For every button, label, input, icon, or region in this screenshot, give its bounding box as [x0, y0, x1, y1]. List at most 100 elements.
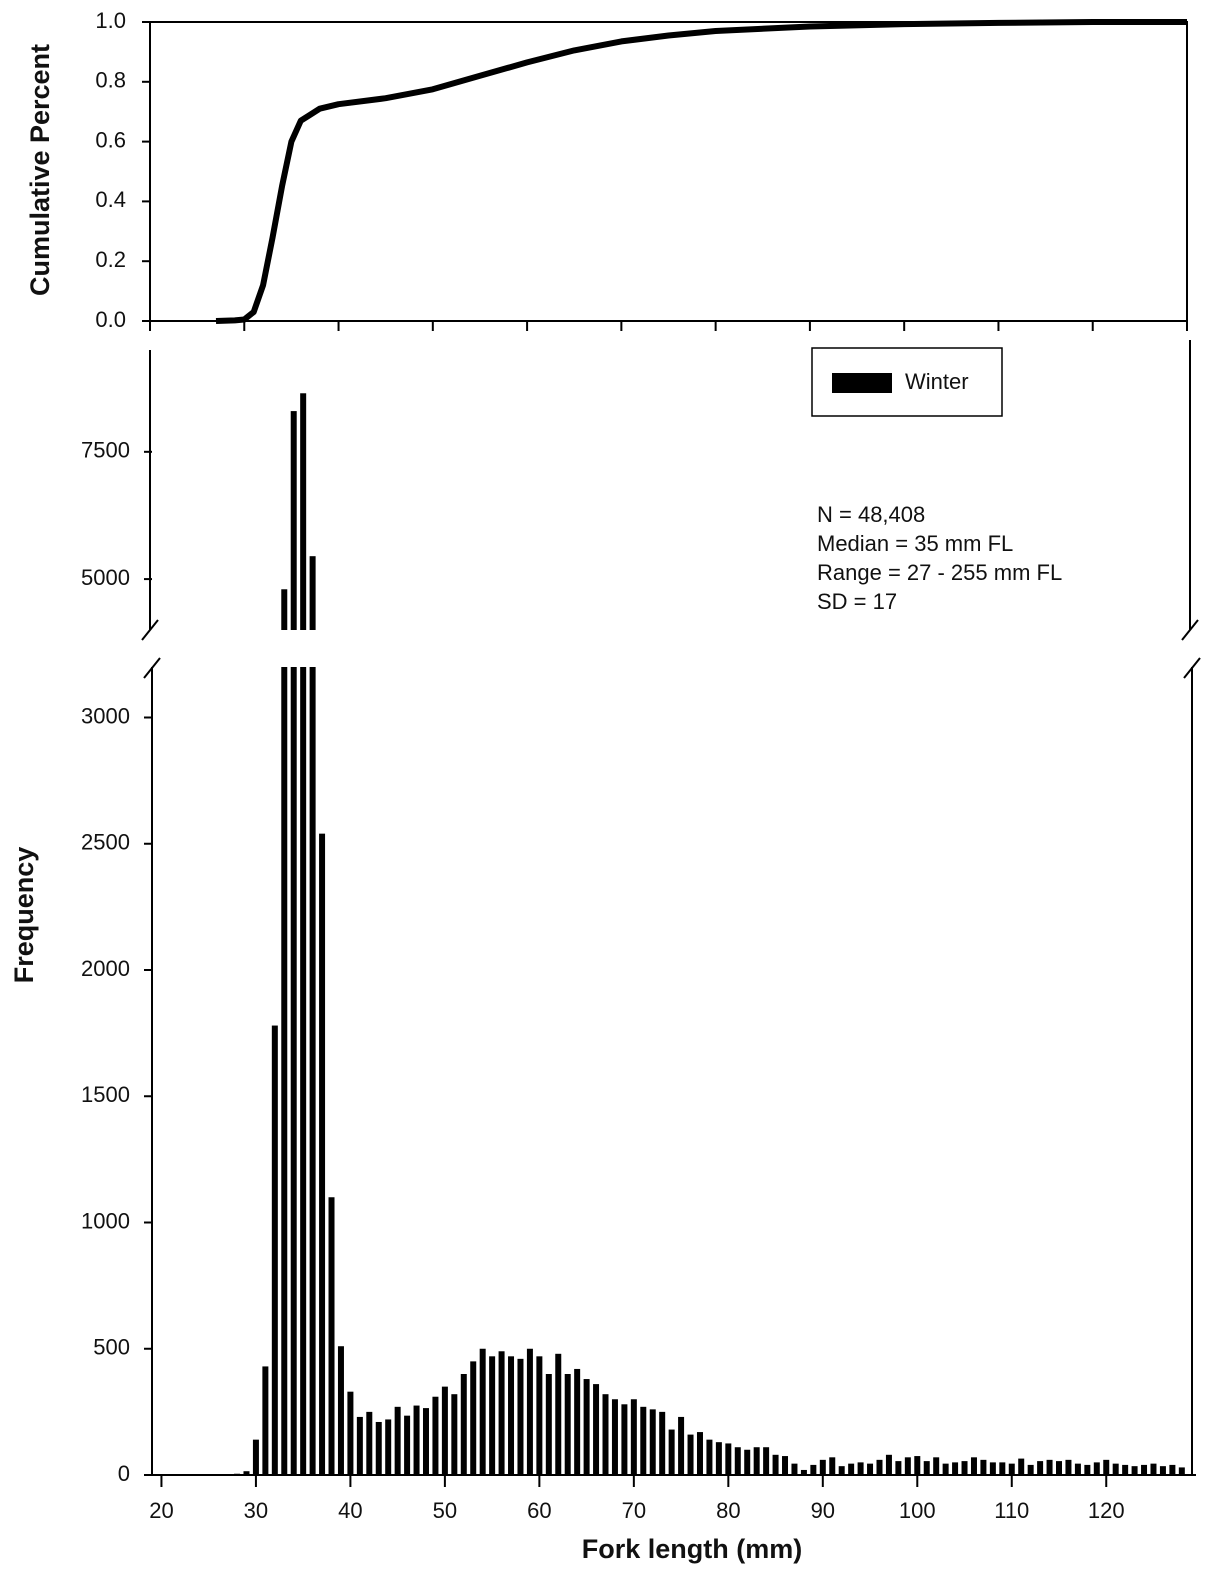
axis-break [141, 619, 159, 641]
bar [753, 1447, 760, 1475]
y-tick-label: 5000 [81, 565, 130, 590]
bar [489, 1356, 496, 1475]
annotation: N = 48,408 [817, 502, 925, 527]
bar [1074, 1463, 1081, 1475]
bar [564, 1374, 571, 1475]
bar [309, 667, 316, 1475]
bar [838, 1466, 845, 1475]
bar [422, 1408, 429, 1475]
y-tick-label: 0.6 [95, 127, 126, 152]
bar [678, 1416, 685, 1475]
bar [649, 1409, 656, 1475]
bar [819, 1459, 826, 1475]
x-tick-label: 100 [899, 1498, 936, 1523]
x-tick-label: 60 [527, 1498, 551, 1523]
bar [1046, 1459, 1053, 1475]
bar [479, 1348, 486, 1475]
bar [583, 1379, 590, 1475]
bar [404, 1415, 411, 1475]
bar [574, 1368, 581, 1475]
bar [347, 1391, 354, 1475]
x-tick-label: 90 [811, 1498, 835, 1523]
x-tick-label: 70 [622, 1498, 646, 1523]
y-tick-label: 0.2 [95, 247, 126, 272]
axis-break [1183, 657, 1201, 679]
bar [715, 1442, 722, 1475]
y-tick-label: 1500 [81, 1082, 130, 1107]
bar [1103, 1459, 1110, 1475]
bar [895, 1461, 902, 1475]
bar [536, 1356, 543, 1475]
bar [659, 1411, 666, 1475]
bar [772, 1454, 779, 1475]
bar [744, 1449, 751, 1475]
bar [867, 1463, 874, 1475]
bar [989, 1462, 996, 1475]
bar [356, 1416, 363, 1475]
bar [224, 1474, 231, 1475]
bar [309, 556, 316, 630]
bar [640, 1406, 647, 1475]
annotation: Median = 35 mm FL [817, 531, 1013, 556]
bar [782, 1456, 789, 1475]
bar [1027, 1464, 1034, 1475]
bar [394, 1406, 401, 1475]
x-tick-label: 80 [716, 1498, 740, 1523]
y-tick-label: 0 [118, 1461, 130, 1486]
bar [1112, 1463, 1119, 1475]
bar [942, 1463, 949, 1475]
bar [243, 1471, 250, 1475]
bar [1141, 1464, 1148, 1475]
bar [961, 1461, 968, 1475]
y-tick-label: 3000 [81, 703, 130, 728]
bar [687, 1434, 694, 1475]
bar [281, 667, 288, 1475]
bar [498, 1351, 505, 1475]
bar [734, 1447, 741, 1475]
bar [696, 1432, 703, 1475]
bar [234, 1473, 241, 1475]
y-tick-label: 1.0 [95, 8, 126, 33]
bar [1122, 1464, 1129, 1475]
y-axis-title: Frequency [9, 847, 39, 984]
bar [602, 1394, 609, 1475]
bar [923, 1461, 930, 1475]
bar [300, 393, 307, 630]
bar [1037, 1461, 1044, 1475]
bar [933, 1457, 940, 1475]
bar [630, 1399, 637, 1475]
bar [1093, 1462, 1100, 1475]
bar [319, 833, 326, 1475]
cumulative-line [215, 19, 1187, 324]
bar [385, 1419, 392, 1475]
y-tick-label: 0.4 [95, 187, 126, 212]
x-axis-title: Fork length (mm) [582, 1534, 803, 1564]
bar [281, 589, 288, 630]
x-tick-label: 30 [244, 1498, 268, 1523]
x-tick-label: 50 [433, 1498, 457, 1523]
bar [441, 1386, 448, 1475]
bar [271, 1025, 278, 1475]
bar [914, 1456, 921, 1475]
bar [593, 1384, 600, 1475]
y-axis-title: Cumulative Percent [25, 44, 55, 296]
bar [470, 1361, 477, 1475]
bar [1084, 1464, 1091, 1475]
annotation: SD = 17 [817, 589, 897, 614]
y-tick-label: 1000 [81, 1208, 130, 1233]
x-tick-label: 120 [1088, 1498, 1125, 1523]
y-tick-label: 2500 [81, 830, 130, 855]
y-tick-label: 2000 [81, 956, 130, 981]
bar [848, 1463, 855, 1475]
bar [545, 1374, 552, 1475]
bar [290, 411, 297, 630]
bar [763, 1447, 770, 1475]
bar [611, 1399, 618, 1475]
bar [328, 1197, 335, 1475]
bar [885, 1454, 892, 1475]
bar [517, 1358, 524, 1475]
bar [1056, 1461, 1063, 1475]
bar [668, 1429, 675, 1475]
y-tick-label: 0.8 [95, 68, 126, 93]
bar [432, 1396, 439, 1475]
